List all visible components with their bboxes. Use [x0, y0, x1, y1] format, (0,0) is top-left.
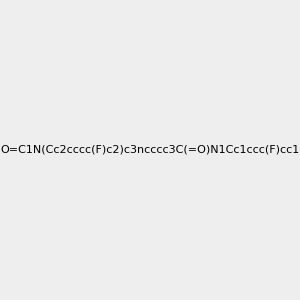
Text: O=C1N(Cc2cccc(F)c2)c3ncccc3C(=O)N1Cc1ccc(F)cc1: O=C1N(Cc2cccc(F)c2)c3ncccc3C(=O)N1Cc1ccc…	[0, 145, 300, 155]
